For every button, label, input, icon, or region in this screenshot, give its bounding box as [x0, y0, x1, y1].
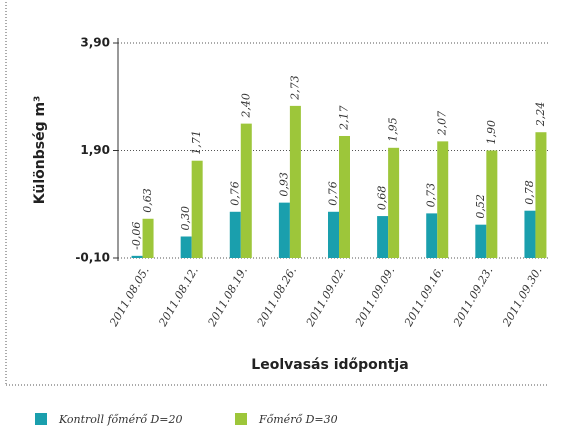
bar — [486, 150, 498, 258]
bar — [180, 236, 192, 258]
legend-label: Kontroll főmérő D=20 — [58, 413, 183, 426]
value-label: 1,71 — [190, 130, 203, 155]
bar — [535, 132, 547, 258]
value-label: 1,90 — [485, 120, 498, 145]
bar — [388, 147, 400, 258]
bar — [339, 135, 350, 258]
bar — [524, 210, 536, 258]
value-label: 0,73 — [425, 183, 438, 208]
value-label: -0,06 — [130, 222, 143, 250]
value-label: 0,68 — [376, 186, 389, 211]
value-label: 2,17 — [338, 105, 351, 131]
y-axis-title: Különbség m³ — [32, 96, 48, 204]
value-label: 2,40 — [239, 93, 252, 119]
x-tick-label: 2011.09.16. — [401, 265, 446, 330]
legend-label: Főmérő D=30 — [258, 413, 338, 426]
value-label: 0,30 — [179, 206, 192, 231]
x-tick-label: 2011.08.12. — [156, 265, 201, 330]
bar — [289, 105, 301, 258]
bar — [229, 211, 241, 258]
value-label: 0,76 — [228, 181, 241, 206]
bar — [426, 213, 438, 258]
value-label: 0,63 — [141, 188, 154, 213]
bar — [377, 216, 389, 258]
bar — [191, 160, 203, 258]
value-label: 0,78 — [523, 180, 536, 205]
legend-swatch — [235, 413, 247, 425]
x-axis-title: Leolvasás időpontja — [251, 357, 408, 373]
bar — [437, 141, 449, 258]
legend-swatch — [35, 413, 47, 425]
value-label: 0,93 — [277, 172, 290, 197]
x-tick-label: 2011.09.30. — [500, 265, 545, 330]
x-tick-label: 2011.09.23. — [451, 265, 496, 330]
y-tick-label: -0,10 — [75, 251, 110, 265]
value-label: 2,07 — [436, 111, 449, 137]
bar — [131, 255, 143, 258]
bar — [142, 218, 154, 258]
y-tick-label: 1,90 — [80, 143, 110, 157]
x-tick-label: 2011.08.26. — [254, 265, 299, 330]
x-tick-label: 2011.08.05. — [107, 265, 152, 330]
y-tick-label: 3,90 — [80, 36, 110, 50]
bar — [475, 224, 487, 258]
value-label: 2,24 — [534, 102, 547, 128]
value-label: 2,73 — [288, 75, 301, 101]
value-label: 0,52 — [474, 194, 487, 219]
value-label: 1,95 — [387, 117, 400, 142]
bar — [328, 211, 339, 258]
value-label: 0,76 — [327, 181, 340, 206]
x-tick-label: 2011.09.09. — [352, 265, 397, 330]
bar — [240, 123, 252, 258]
x-tick-label: 2011.09.02. — [303, 265, 348, 330]
bar — [278, 202, 290, 258]
x-tick-label: 2011.08.19. — [205, 265, 250, 330]
